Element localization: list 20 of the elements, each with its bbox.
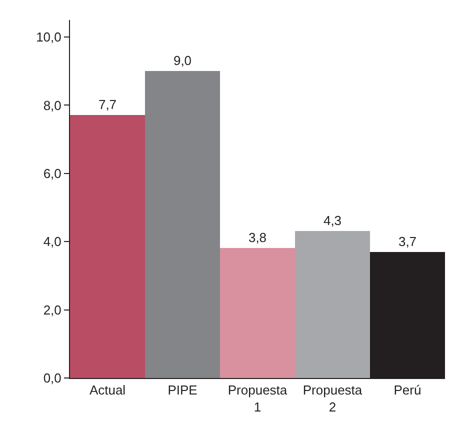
data-label: 9,0 [173, 53, 192, 68]
bar [220, 248, 295, 378]
y-tick-label: 8,0 [43, 98, 62, 113]
y-tick-label: 4,0 [43, 234, 62, 250]
y-tick-label: 2,0 [43, 302, 62, 318]
y-tick-label: 0,0 [43, 370, 62, 386]
x-tick-label: Perú [394, 382, 422, 398]
y-tick-label: 6,0 [43, 166, 62, 181]
bar [145, 71, 220, 378]
bar [70, 115, 145, 378]
x-tick-label: Propuesta 1 [228, 382, 288, 414]
data-label: 3,8 [248, 230, 267, 245]
data-label: 4,3 [323, 213, 342, 228]
x-tick-label: Actual [89, 382, 126, 398]
data-label: 3,7 [398, 234, 417, 249]
data-label: 7,7 [98, 97, 117, 112]
x-tick-label: PIPE [168, 382, 198, 398]
x-tick-label: Propuesta 2 [302, 382, 363, 414]
bar [295, 231, 370, 378]
y-tick-label: 10,0 [36, 30, 62, 45]
